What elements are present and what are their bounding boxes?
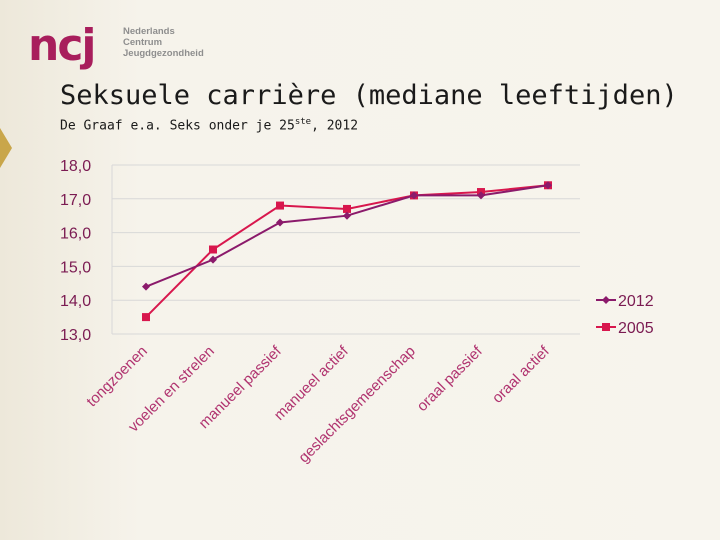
- y-tick-label: 15,0: [60, 259, 91, 276]
- series-2012-point: [276, 218, 284, 227]
- slide-subtitle: De Graaf e.a. Seks onder je 25ste, 2012: [60, 117, 358, 133]
- subtitle-superscript: ste: [294, 117, 312, 127]
- x-category-label: oraal passief: [414, 342, 487, 415]
- ncj-logo: ncj Nederlands Centrum Jeugdgezondheid: [28, 20, 208, 71]
- y-tick-label: 16,0: [60, 226, 91, 243]
- series-2012-point: [544, 181, 552, 190]
- y-tick-label: 17,0: [60, 192, 91, 209]
- logo-letters: ncj: [28, 20, 96, 71]
- series-2012-point: [477, 191, 485, 200]
- logo-line-1: Nederlands: [123, 26, 175, 37]
- series-2012-point: [209, 255, 217, 264]
- series-2012-line: [145, 184, 549, 288]
- y-tick-label: 13,0: [60, 327, 91, 344]
- logo-line-3: Jeugdgezondheid: [123, 48, 204, 59]
- series-2012-point: [410, 191, 418, 200]
- subtitle-main: De Graaf e.a. Seks onder je 25: [60, 118, 295, 134]
- legend-label-2012: 2012: [618, 293, 654, 310]
- series-2012-point: [343, 211, 351, 220]
- legend-label-2005: 2005: [618, 320, 654, 337]
- y-tick-label: 18,0: [60, 158, 91, 175]
- legend-marker-2012: [602, 296, 610, 304]
- series-2005-point: [209, 245, 217, 254]
- series-2005-point: [343, 204, 351, 213]
- logo-text: Nederlands Centrum Jeugdgezondheid: [123, 26, 204, 59]
- series-2012-point: [142, 282, 150, 291]
- legend-marker-2005: [602, 323, 610, 331]
- subtitle-tail: , 2012: [311, 118, 359, 134]
- series-2005-point: [142, 313, 150, 322]
- y-tick-label: 14,0: [60, 293, 91, 310]
- x-category-label: geslachtsgemeenschap: [295, 343, 418, 466]
- x-category-label: tongzoenen: [83, 343, 150, 410]
- side-arrow-decoration: [0, 128, 12, 168]
- x-category-label: oraal actief: [489, 342, 553, 406]
- slide-title: Seksuele carrière (mediane leeftijden): [60, 80, 678, 111]
- logo-line-2: Centrum: [123, 37, 163, 48]
- series-2005-point: [276, 201, 284, 210]
